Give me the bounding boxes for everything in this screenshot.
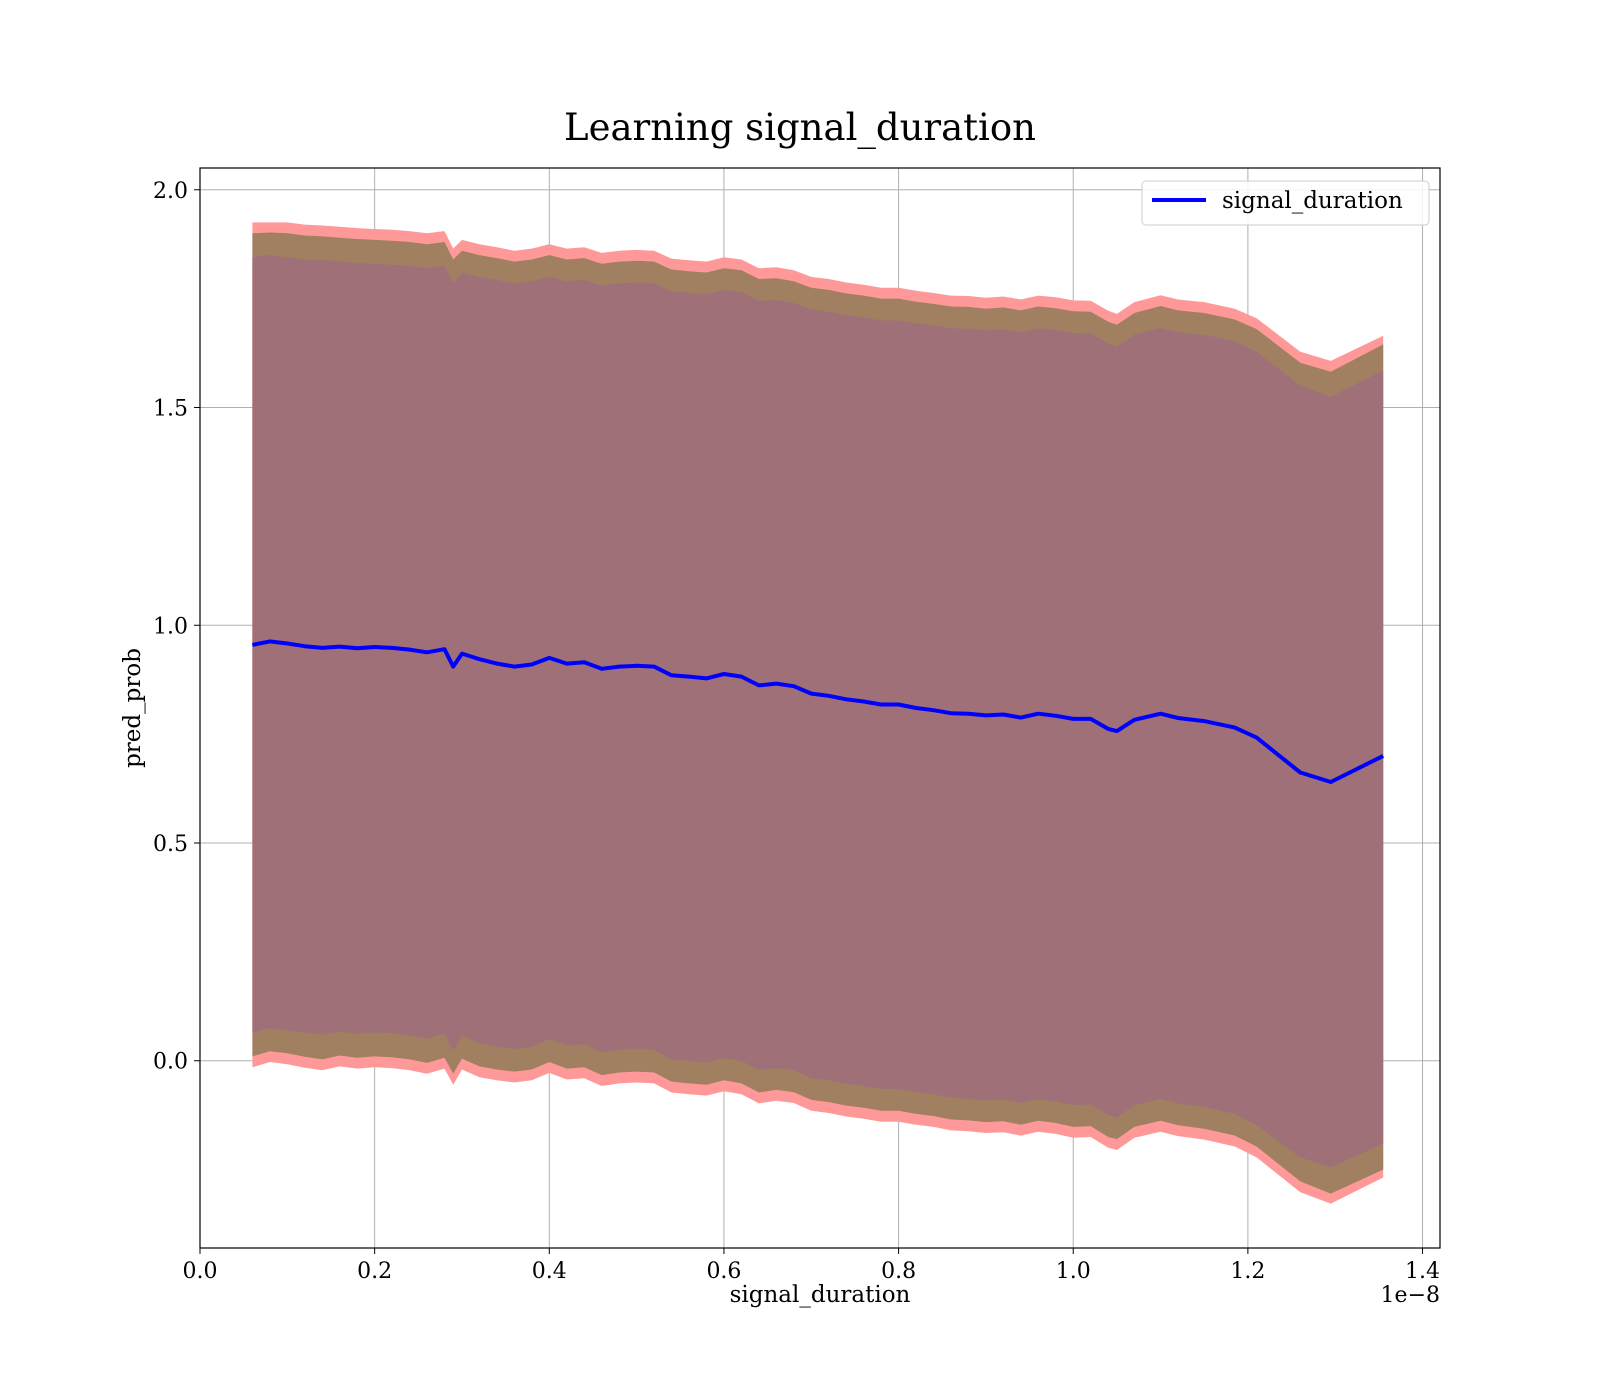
x-tick-label: 1.4: [1405, 1259, 1440, 1284]
y-tick-label: 2.0: [153, 179, 188, 204]
x-tick-label: 1.0: [1056, 1259, 1091, 1284]
legend: signal_duration: [1141, 180, 1430, 226]
x-axis-label: signal_duration: [730, 1282, 911, 1308]
x-tick-label: 0.6: [706, 1259, 741, 1284]
y-tick-label: 0.5: [153, 832, 188, 857]
x-tick-label: 0.0: [183, 1259, 218, 1284]
x-tick-label: 0.4: [532, 1259, 567, 1284]
legend-box: [1141, 180, 1430, 226]
x-tick-label: 0.8: [881, 1259, 916, 1284]
y-tick-label: 0.0: [153, 1050, 188, 1075]
series-line-signal-duration: [252, 639, 1385, 784]
series-lines: [252, 639, 1385, 784]
chart-title: Learning signal_duration: [564, 106, 1036, 150]
confidence-bands: [252, 222, 1384, 1204]
y-axis-label: pred_prob: [120, 648, 146, 768]
plot-frame: [199, 167, 1441, 1249]
y-tick-label: 1.0: [153, 614, 188, 639]
x-tick-label: 1.2: [1230, 1259, 1265, 1284]
legend-label: signal_duration: [1222, 188, 1403, 214]
y-tick-label: 1.5: [153, 397, 188, 422]
x-axis-ticks: 0.0 0.2 0.4 0.6 0.8 1.0 1.2 1.4: [183, 1248, 1440, 1284]
y-axis-ticks: 0.0 0.5 1.0 1.5 2.0: [153, 179, 200, 1075]
x-tick-label: 0.2: [357, 1259, 392, 1284]
x-axis-offset-label: 1e−8: [1381, 1283, 1440, 1308]
confidence-band: [252, 255, 1384, 1168]
